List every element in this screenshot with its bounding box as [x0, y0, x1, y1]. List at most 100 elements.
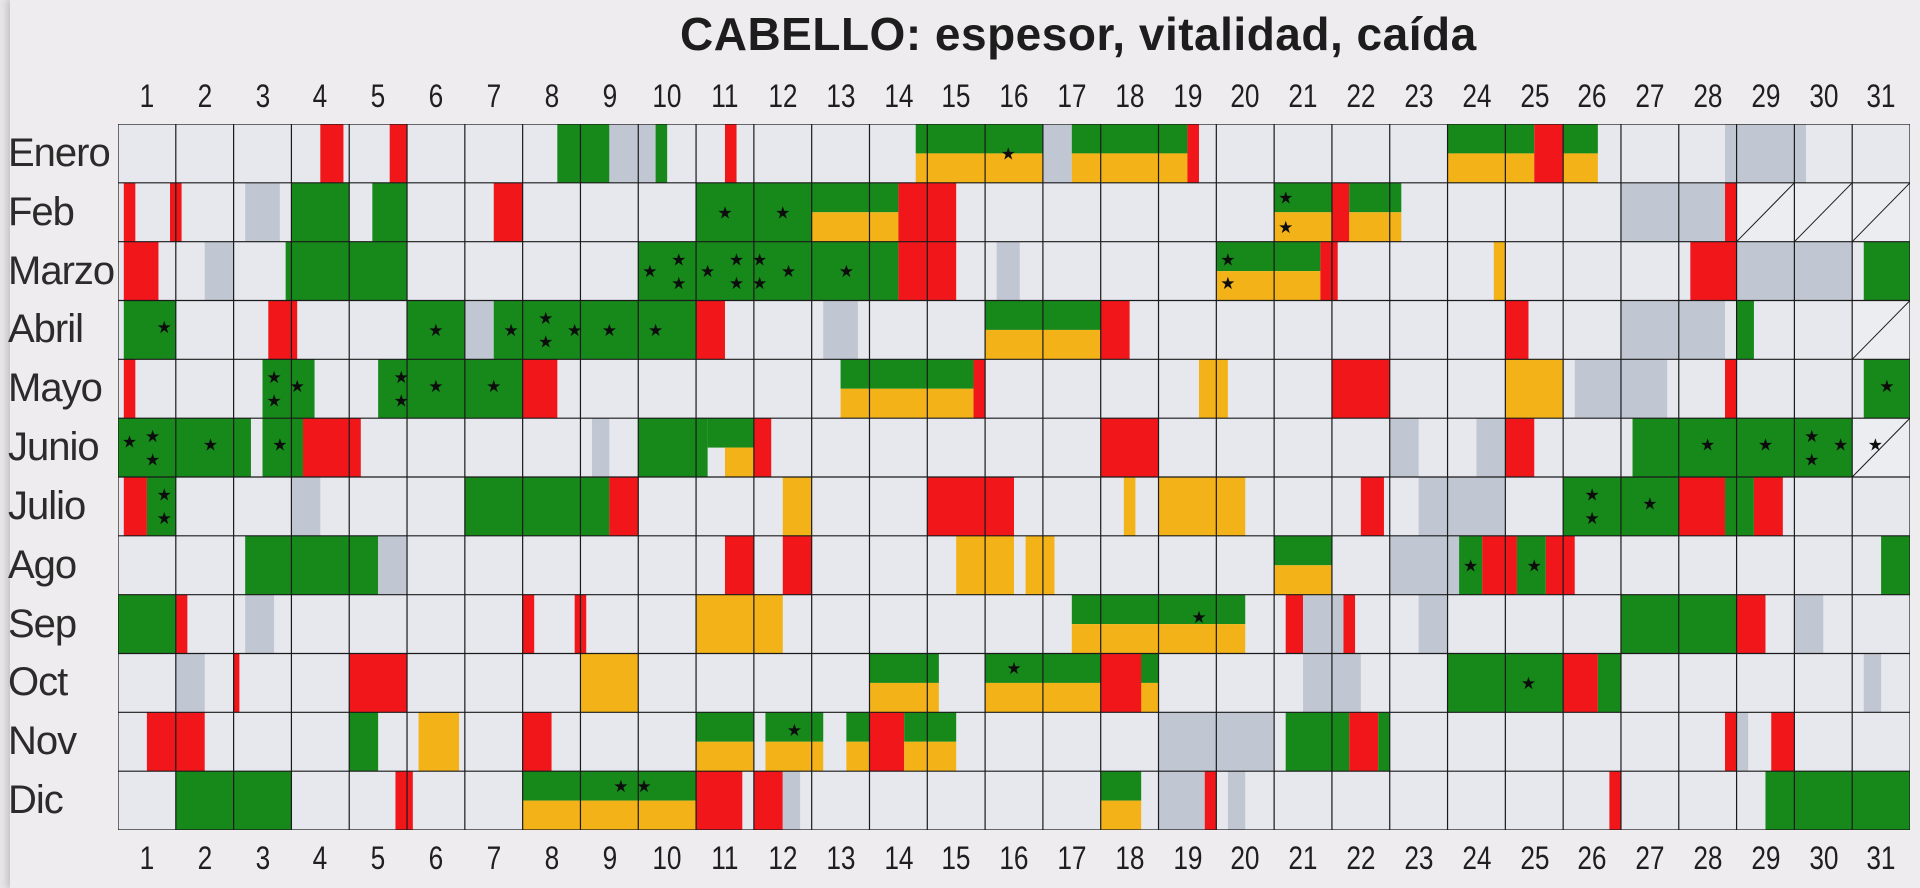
empty-day-diagonal — [1851, 182, 1910, 243]
star-icon: ★ — [717, 203, 732, 223]
day-mark-red — [1100, 300, 1130, 360]
day-mark-red — [522, 359, 558, 419]
header-day-23: 23 — [1404, 78, 1434, 114]
footer-day-31: 31 — [1866, 840, 1896, 876]
header-day-27: 27 — [1635, 78, 1665, 114]
star-icon: ★ — [1278, 189, 1293, 209]
star-icon: ★ — [642, 262, 657, 282]
day-mark-gray — [592, 418, 610, 477]
day-mark-gray — [1042, 124, 1072, 183]
day-mark-green — [1349, 182, 1402, 213]
day-mark-green — [407, 300, 465, 360]
footer-day-6: 6 — [428, 840, 444, 876]
header-day-28: 28 — [1693, 78, 1723, 114]
month-label-enero: Enero — [8, 131, 111, 175]
day-mark-gray — [996, 241, 1020, 301]
star-icon: ★ — [775, 203, 790, 223]
month-labels: Enero Feb Marzo Abril Mayo Junio Julio Ago Sep Oc… — [0, 124, 118, 830]
day-mark-red — [1349, 712, 1379, 772]
page-title: CABELLO: espesor, vitalidad, caída — [680, 8, 1477, 60]
star-icon: ★ — [729, 274, 744, 294]
footer-day-8: 8 — [544, 840, 559, 876]
day-mark-red — [696, 300, 725, 360]
month-label-abril: Abril — [8, 307, 84, 352]
day-mark-red — [1187, 124, 1199, 183]
day-mark-green — [1274, 182, 1332, 213]
day-mark-red — [302, 418, 361, 477]
day-mark-red — [233, 653, 240, 713]
day-mark-gray — [1476, 418, 1506, 477]
day-mark-gray — [1736, 712, 1749, 772]
day-mark-yellow — [765, 741, 824, 772]
day-mark-yellow — [846, 741, 870, 772]
day-mark-red — [1331, 182, 1350, 242]
day-mark-green — [1881, 535, 1910, 595]
star-icon: ★ — [1463, 556, 1478, 576]
star-icon: ★ — [781, 262, 796, 282]
star-icon: ★ — [752, 274, 767, 294]
star-icon: ★ — [1521, 674, 1536, 694]
star-icon: ★ — [145, 450, 160, 470]
footer-day-11: 11 — [711, 840, 739, 876]
day-mark-green — [1863, 241, 1910, 301]
day-mark-green — [1863, 359, 1910, 419]
header-day-14: 14 — [883, 78, 914, 114]
star-icon: ★ — [752, 250, 767, 270]
empty-day-diagonal — [1736, 182, 1795, 243]
day-mark-gray — [1158, 771, 1205, 830]
month-label-julio: Julio — [8, 483, 86, 528]
day-mark-red — [973, 359, 986, 419]
day-mark-red — [1204, 771, 1217, 830]
footer-day-18: 18 — [1115, 840, 1145, 876]
day-mark-yellow — [696, 741, 754, 772]
star-icon: ★ — [1006, 659, 1021, 679]
day-mark-red — [1320, 241, 1338, 301]
day-mark-red — [869, 712, 905, 772]
day-mark-green — [707, 418, 754, 448]
header-day-21: 21 — [1288, 78, 1318, 114]
day-mark-red — [1100, 418, 1159, 477]
star-icon: ★ — [145, 427, 160, 447]
day-mark-green — [378, 359, 523, 419]
day-mark-red — [1690, 241, 1737, 301]
day-mark-red — [1545, 535, 1575, 595]
day-mark-yellow — [904, 741, 957, 772]
header-day-31: 31 — [1866, 78, 1896, 114]
footer-day-15: 15 — [941, 840, 971, 876]
day-mark-gray — [378, 535, 408, 595]
day-mark-green — [1447, 124, 1535, 154]
day-mark-green — [840, 359, 974, 389]
star-icon: ★ — [428, 321, 443, 341]
day-mark-yellow — [1274, 565, 1332, 595]
day-mark-green — [1597, 653, 1621, 713]
footer-day-2: 2 — [197, 840, 213, 876]
star-icon: ★ — [1584, 486, 1599, 506]
footer-day-26: 26 — [1577, 840, 1607, 876]
footer-day-25: 25 — [1519, 840, 1549, 876]
star-icon: ★ — [394, 392, 409, 412]
day-mark-yellow — [1123, 477, 1136, 536]
day-mark-yellow — [1505, 359, 1564, 419]
day-mark-gray — [464, 300, 494, 360]
day-mark-yellow — [1100, 800, 1142, 830]
day-mark-gray — [1389, 418, 1419, 477]
day-mark-red — [724, 124, 737, 183]
day-mark-yellow — [869, 682, 939, 713]
star-icon: ★ — [1527, 556, 1542, 576]
day-mark-gray — [1620, 300, 1726, 360]
footer-day-13: 13 — [826, 840, 856, 876]
star-icon: ★ — [486, 377, 501, 397]
day-mark-green — [1563, 124, 1598, 154]
day-mark-green — [285, 241, 408, 301]
day-mark-red — [1609, 771, 1621, 830]
day-mark-green — [638, 241, 899, 301]
footer-day-7: 7 — [486, 840, 502, 876]
day-mark-red — [782, 535, 812, 595]
header-day-26: 26 — [1577, 78, 1607, 114]
day-mark-red — [753, 418, 772, 477]
footer-day-16: 16 — [999, 840, 1029, 876]
day-mark-green — [915, 124, 1043, 154]
star-icon: ★ — [272, 436, 287, 456]
day-mark-gray — [291, 477, 321, 536]
day-mark-green — [904, 712, 957, 742]
